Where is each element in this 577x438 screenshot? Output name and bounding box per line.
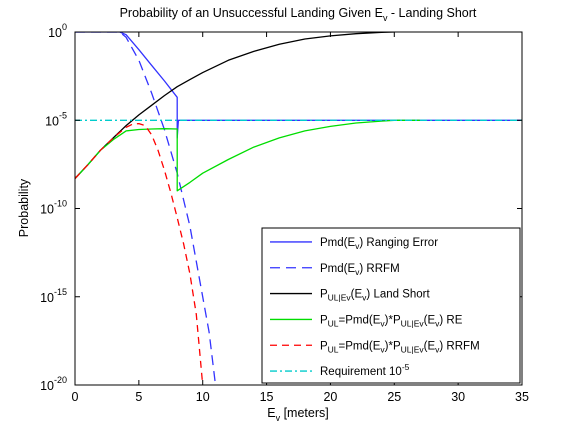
- axes-layer: 0 5 10 15 20 25 30 35 10-20 10-15 10-10 10-5 100: [40, 22, 529, 404]
- series-line-pmd_re: [75, 32, 522, 139]
- legend-box: [261, 227, 521, 384]
- y-tick-label: 10-5: [45, 110, 67, 128]
- series-layer: [75, 32, 522, 385]
- x-tick-label: 5: [135, 390, 142, 404]
- y-tick-label: 100: [48, 22, 67, 40]
- x-tick-label: 10: [196, 390, 210, 404]
- x-tick-label: 15: [260, 390, 274, 404]
- legend: Pmd(Ev) Ranging Error Pmd(Ev) RRFM PUL|Ev(…: [261, 227, 521, 384]
- series-line-pul_re: [75, 119, 420, 192]
- legend-label-req: Requirement 10-5: [320, 362, 410, 378]
- series-line-pmd_rrfm: [75, 32, 217, 385]
- legend-label-pmd_re: Pmd(Ev) Ranging Error: [320, 237, 438, 251]
- chart-title: Probability of an Unsuccessful Landing G…: [120, 6, 477, 23]
- y-tick-label: 10-15: [40, 287, 67, 305]
- x-tick-label: 35: [515, 390, 529, 404]
- legend-label-pul_re: PUL=Pmd(Ev)*PUL|Ev(Ev) RE: [320, 314, 463, 328]
- series-line-pul_rrfm: [75, 122, 204, 385]
- legend-label-pul_ls: PUL|Ev(Ev) Land Short: [320, 289, 431, 303]
- x-tick-label: 25: [387, 390, 401, 404]
- x-tick-label: 0: [72, 390, 79, 404]
- legend-label-pmd_rrfm: Pmd(Ev) RRFM: [320, 263, 400, 277]
- x-tick-label: 20: [323, 390, 337, 404]
- x-axis-label: Ev [meters]: [267, 406, 328, 423]
- y-tick-label: 10-10: [40, 199, 67, 217]
- y-tick-label: 10-20: [40, 375, 67, 393]
- y-axis-label: Probability: [17, 178, 31, 237]
- x-tick-label: 30: [451, 390, 465, 404]
- legend-label-pul_rrfm: PUL=Pmd(Ev)*PUL|Ev(Ev) RRFM: [320, 340, 480, 354]
